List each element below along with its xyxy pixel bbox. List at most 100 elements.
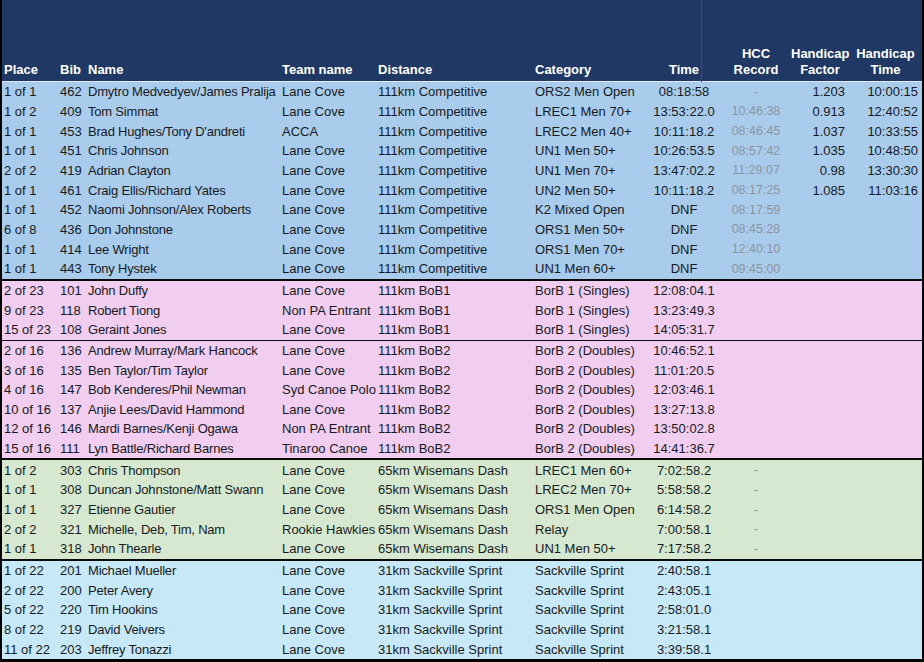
cell-place: 1 of 1 — [2, 124, 58, 139]
cell-time: DNF — [647, 222, 721, 237]
cell-category: UN1 Men 60+ — [533, 261, 647, 276]
cell-bib: 118 — [58, 303, 86, 318]
cell-distance: 31km Sackville Sprint — [376, 563, 533, 578]
cell-distance: 31km Sackville Sprint — [376, 583, 533, 598]
cell-distance: 111km Competitive — [376, 143, 533, 158]
cell-bib: 101 — [58, 283, 86, 298]
cell-hcc: 08:46:45 — [721, 124, 791, 138]
cell-bib: 462 — [58, 84, 86, 99]
cell-bib: 220 — [58, 602, 86, 617]
cell-category: LREC2 Men 70+ — [533, 482, 647, 497]
cell-distance: 111km Competitive — [376, 104, 533, 119]
cell-category: Sackville Sprint — [533, 642, 647, 657]
cell-time: 12:08:04.1 — [647, 283, 721, 298]
cell-htime: 12:40:52 — [849, 104, 922, 119]
cell-factor: 1.203 — [791, 84, 849, 99]
cell-bib: 414 — [58, 242, 86, 257]
table-row: 8 of 22219David VeiversLane Cove31km Sac… — [2, 620, 922, 640]
table-row: 1 of 1308Duncan Johnstone/Matt SwannLane… — [2, 480, 922, 500]
cell-distance: 111km Competitive — [376, 242, 533, 257]
table-row: 15 of 23108Geraint JonesLane Cove111km B… — [2, 320, 922, 340]
cell-name: Tom Simmat — [86, 104, 280, 119]
cell-bib: 203 — [58, 642, 86, 657]
cell-time: 14:41:36.7 — [647, 441, 721, 456]
cell-distance: 111km Competitive — [376, 261, 533, 276]
cell-bib: 147 — [58, 382, 86, 397]
cell-team: Lane Cove — [280, 541, 376, 556]
cell-bib: 321 — [58, 522, 86, 537]
cell-time: 13:53:22.0 — [647, 104, 721, 119]
cell-name: Ben Taylor/Tim Taylor — [86, 363, 280, 378]
cell-bib: 108 — [58, 322, 86, 337]
cell-category: UN2 Men 50+ — [533, 183, 647, 198]
cell-team: ACCA — [280, 124, 376, 139]
table-row: 1 of 1462Dmytro Medvedyev/James PralijaL… — [2, 82, 922, 102]
cell-hcc: 08:57:42 — [721, 144, 791, 158]
header-column-gridline — [701, 0, 702, 82]
cell-team: Tinaroo Canoe — [280, 441, 376, 456]
table-row: 1 of 1461Craig Ellis/Richard YatesLane C… — [2, 180, 922, 200]
cell-category: ORS1 Men 50+ — [533, 222, 647, 237]
table-row: 1 of 1453Brad Hughes/Tony D'andretiACCA1… — [2, 121, 922, 141]
cell-place: 1 of 1 — [2, 202, 58, 217]
cell-place: 5 of 22 — [2, 602, 58, 617]
cell-htime: 13:30:30 — [849, 163, 922, 178]
cell-bib: 137 — [58, 402, 86, 417]
cell-distance: 65km Wisemans Dash — [376, 463, 533, 478]
table-row: 2 of 2419Adrian ClaytonLane Cove111km Co… — [2, 161, 922, 181]
column-header-bib: Bib — [58, 62, 86, 81]
cell-distance: 65km Wisemans Dash — [376, 502, 533, 517]
table-row: 1 of 1318John ThearleLane Cove65km Wisem… — [2, 539, 922, 559]
cell-place: 11 of 22 — [2, 642, 58, 657]
cell-time: 7:17:58.2 — [647, 541, 721, 556]
cell-time: 10:26:53.5 — [647, 143, 721, 158]
cell-category: Sackville Sprint — [533, 583, 647, 598]
cell-team: Lane Cove — [280, 143, 376, 158]
cell-time: 2:43:05.1 — [647, 583, 721, 598]
cell-factor: 0.913 — [791, 104, 849, 119]
cell-place: 9 of 23 — [2, 303, 58, 318]
cell-time: 12:03:46.1 — [647, 382, 721, 397]
cell-name: Naomi Johnson/Alex Roberts — [86, 202, 280, 217]
cell-bib: 146 — [58, 421, 86, 436]
cell-place: 4 of 16 — [2, 382, 58, 397]
cell-name: Chris Thompson — [86, 463, 280, 478]
cell-bib: 409 — [58, 104, 86, 119]
cell-name: John Duffy — [86, 283, 280, 298]
cell-distance: 65km Wisemans Dash — [376, 482, 533, 497]
cell-distance: 31km Sackville Sprint — [376, 602, 533, 617]
cell-category: BorB 2 (Doubles) — [533, 441, 647, 456]
cell-name: Don Johnstone — [86, 222, 280, 237]
cell-name: Adrian Clayton — [86, 163, 280, 178]
cell-time: 08:18:58 — [647, 84, 721, 99]
cell-team: Lane Cove — [280, 402, 376, 417]
section-31km-sackville-sprint: 1 of 22201Michael MuellerLane Cove31km S… — [2, 559, 922, 659]
cell-place: 3 of 16 — [2, 363, 58, 378]
cell-name: Tony Hystek — [86, 261, 280, 276]
cell-category: BorB 2 (Doubles) — [533, 402, 647, 417]
table-row: 2 of 22200Peter AveryLane Cove31km Sackv… — [2, 580, 922, 600]
cell-team: Lane Cove — [280, 242, 376, 257]
cell-distance: 111km Competitive — [376, 124, 533, 139]
cell-time: DNF — [647, 261, 721, 276]
cell-team: Non PA Entrant — [280, 303, 376, 318]
cell-category: Sackville Sprint — [533, 602, 647, 617]
cell-hcc: 10:46:38 — [721, 104, 791, 118]
cell-team: Lane Cove — [280, 502, 376, 517]
cell-name: Lyn Battle/Richard Barnes — [86, 441, 280, 456]
section-111km-competitive: 1 of 1462Dmytro Medvedyev/James PralijaL… — [2, 82, 922, 279]
cell-place: 1 of 1 — [2, 502, 58, 517]
cell-hcc: - — [721, 463, 791, 477]
cell-category: Sackville Sprint — [533, 622, 647, 637]
cell-time: 6:14:58.2 — [647, 502, 721, 517]
cell-category: K2 Mixed Open — [533, 202, 647, 217]
cell-place: 2 of 2 — [2, 522, 58, 537]
table-row: 15 of 16111Lyn Battle/Richard BarnesTina… — [2, 439, 922, 459]
cell-distance: 111km Competitive — [376, 163, 533, 178]
cell-category: LREC2 Men 40+ — [533, 124, 647, 139]
cell-name: Brad Hughes/Tony D'andreti — [86, 124, 280, 139]
cell-distance: 111km BoB1 — [376, 303, 533, 318]
cell-name: Mardi Barnes/Kenji Ogawa — [86, 421, 280, 436]
cell-category: UN1 Men 50+ — [533, 143, 647, 158]
column-header-distance: Distance — [376, 62, 533, 81]
